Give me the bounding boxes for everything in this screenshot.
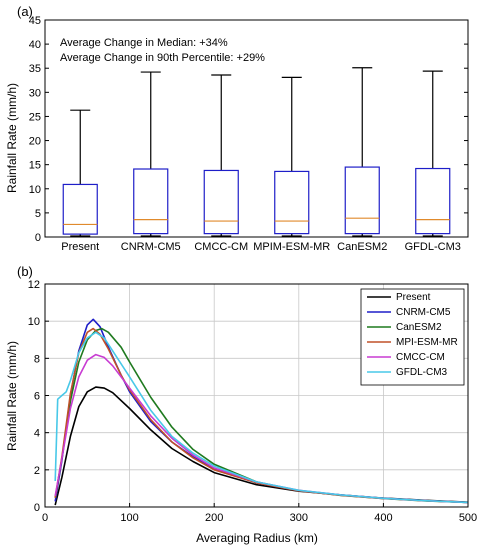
panel-b-y-tick-label: 10 [28,316,40,328]
panel-a-y-tick-label: 25 [29,111,41,123]
panel-b-x-tick-label: 500 [459,512,477,524]
panel-b-x-tick-label: 100 [120,512,138,524]
legend-entry-label: MPI-ESM-MR [396,337,458,348]
panel-a-y-tick-label: 15 [29,160,41,172]
panel-a-x-tick-label: CanESM2 [337,241,387,253]
panel-a-boxplot: (a) Rainfall Rate (mm/h) Average Change … [5,4,469,253]
panel-a-x-tick-label: CMCC-CM [194,241,248,253]
panel-b-series [54,318,469,506]
panel-a-x-tick-label: GFDL-CM3 [405,241,461,253]
series-line-gfdl-cm3 [54,331,469,504]
panel-b-x-tick-label: 300 [290,512,308,524]
box-mpim-esm-mr [274,76,310,237]
panel-b-y-tick-label: 2 [34,465,40,477]
legend-entry-label: CanESM2 [396,322,442,333]
panel-a-annotation-90th: Average Change in 90th Percentile: +29% [60,52,265,64]
box-iqr [203,169,239,235]
panel-a-y-tick-label: 35 [29,63,41,75]
panel-b-x-tick-label: 0 [42,512,48,524]
box-iqr [133,168,169,235]
panel-a-x-tick-label: CNRM-CM5 [121,241,181,253]
panel-b-axes: 0 100 200 300 400 500 0 2 4 6 8 10 12 [28,279,477,524]
box-cnrm-cm5 [133,71,169,237]
panel-b-y-tick-label: 6 [34,391,40,403]
panel-b-y-tick-label: 4 [34,428,40,440]
panel-a-label: (a) [17,4,33,19]
box-iqr [415,167,451,235]
box-iqr [62,183,98,235]
panel-b-x-tick-label: 200 [205,512,223,524]
box-canesm2 [344,67,380,237]
panel-a-y-tick-label: 5 [35,208,41,220]
panel-b-y-tick-label: 0 [34,502,40,514]
panel-a-frame [44,19,469,238]
panel-a-y-tick-label: 30 [29,87,41,99]
panel-a-annotation-median: Average Change in Median: +34% [60,37,228,49]
panel-a-y-tick-label: 0 [35,232,41,244]
box-iqr [274,170,310,235]
legend-entry-label: Present [396,292,431,303]
legend-entry-label: CNRM-CM5 [396,307,451,318]
panel-b-y-axis-label: Rainfall Rate (mm/h) [5,341,19,451]
box-present [62,109,98,237]
panel-a-x-tick-label: MPIM-ESM-MR [253,241,330,253]
panel-b-label: (b) [17,264,33,279]
legend-entry-label: CMCC-CM [396,352,445,363]
panel-a-y-tick-label: 20 [29,136,41,148]
box-cmcc-cm [203,74,239,237]
box-iqr [344,166,380,235]
legend-entry-label: GFDL-CM3 [396,367,448,378]
panel-a-axes: 0 5 10 15 20 25 30 35 40 45 Present CNRM-CM5 CMCC-CM… [29,15,469,253]
panel-a-boxes [62,67,451,237]
panel-b-y-tick-label: 8 [34,353,40,365]
panel-b-y-tick-label: 12 [28,279,40,291]
panel-b-x-axis-label: Averaging Radius (km) [196,531,318,545]
legend-box [360,288,465,386]
panel-a-y-axis-label: Rainfall Rate (mm/h) [5,83,19,193]
panel-b-lineplot: (b) Rainfall Rate (mm/h) Averaging Radiu… [5,264,477,545]
legend: Present CNRM-CM5 CanESM2 MPI-ESM-MR CMCC-CM G… [360,288,465,386]
panel-a-y-tick-label: 45 [29,15,41,27]
box-gfdl-cm3 [415,70,451,237]
panel-a-x-tick-label: Present [61,241,99,253]
panel-b-x-tick-label: 400 [374,512,392,524]
panel-a-y-tick-label: 40 [29,39,41,51]
panel-a-y-tick-label: 10 [29,184,41,196]
